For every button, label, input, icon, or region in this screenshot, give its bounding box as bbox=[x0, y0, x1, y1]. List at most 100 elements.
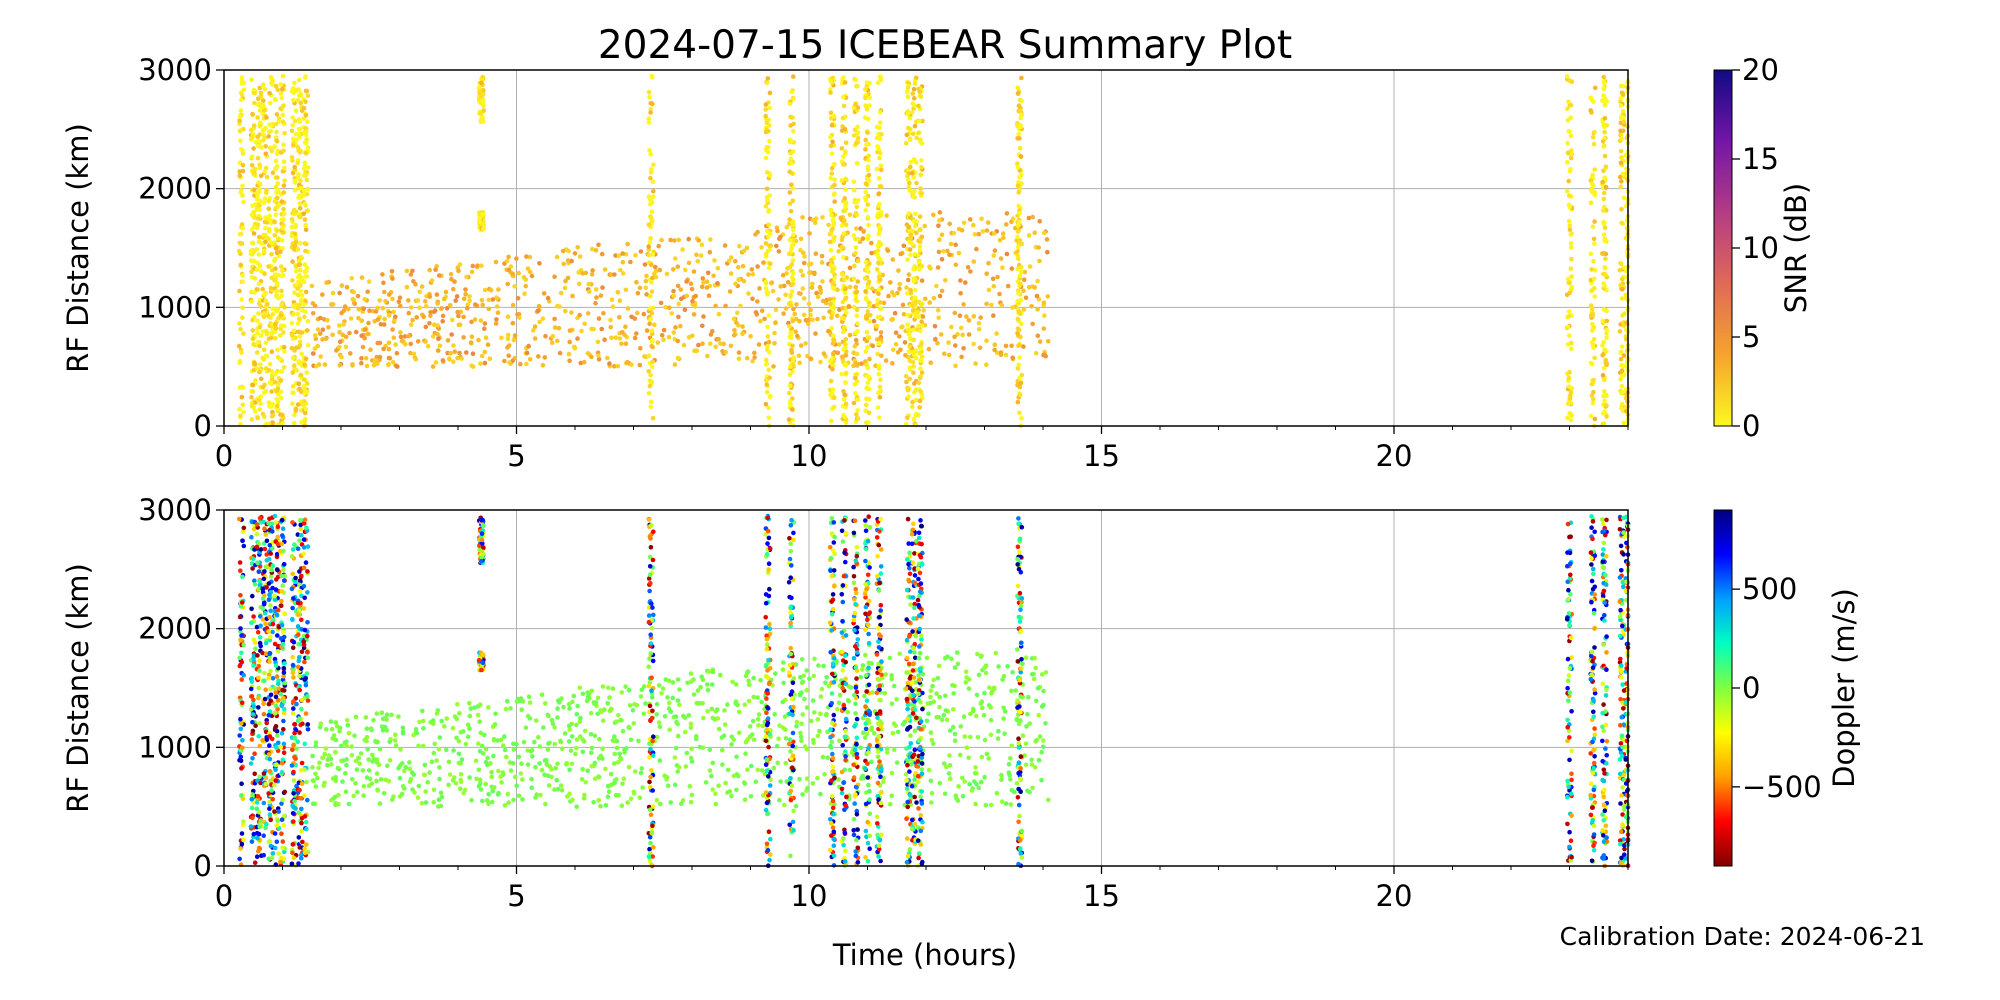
echo-point bbox=[1001, 705, 1006, 711]
echo-point bbox=[253, 139, 258, 145]
echo-point bbox=[911, 267, 916, 272]
echo-point bbox=[290, 86, 296, 91]
echo-point bbox=[485, 342, 491, 348]
echo-point bbox=[508, 768, 514, 773]
echo-point bbox=[749, 763, 754, 769]
echo-point bbox=[273, 272, 279, 278]
echo-point bbox=[788, 150, 793, 156]
echo-point bbox=[757, 286, 762, 291]
echo-point bbox=[1023, 655, 1029, 660]
echo-point bbox=[648, 175, 653, 181]
echo-point bbox=[819, 253, 825, 259]
echo-point bbox=[1569, 386, 1575, 391]
echo-point bbox=[939, 257, 945, 262]
echo-point bbox=[532, 336, 538, 341]
echo-point bbox=[1619, 401, 1625, 407]
echo-point bbox=[974, 713, 979, 719]
echo-point bbox=[1044, 237, 1050, 242]
echo-point bbox=[504, 754, 509, 760]
echo-point bbox=[974, 692, 980, 698]
echo-point bbox=[647, 293, 653, 299]
echo-point bbox=[843, 222, 849, 228]
echo-point bbox=[304, 177, 310, 183]
y-tick-label: 1000 bbox=[138, 290, 212, 324]
echo-point bbox=[1020, 661, 1025, 667]
echo-point bbox=[301, 166, 307, 172]
echo-point bbox=[250, 203, 255, 208]
echo-point bbox=[863, 208, 869, 213]
echo-point bbox=[851, 276, 857, 282]
echo-point bbox=[436, 273, 442, 278]
echo-point bbox=[580, 271, 585, 276]
echo-point bbox=[675, 733, 681, 739]
echo-point bbox=[572, 345, 578, 351]
echo-point bbox=[546, 741, 551, 746]
echo-point bbox=[762, 316, 767, 322]
echo-point bbox=[798, 343, 804, 348]
echo-point bbox=[364, 363, 370, 369]
echo-point bbox=[804, 776, 810, 781]
echo-point bbox=[341, 308, 347, 314]
echo-point bbox=[892, 747, 897, 752]
echo-point bbox=[457, 350, 462, 356]
echo-point bbox=[293, 268, 299, 274]
echo-point bbox=[914, 180, 919, 186]
echo-point bbox=[966, 755, 971, 761]
echo-point bbox=[713, 303, 718, 309]
echo-point bbox=[853, 245, 859, 250]
echo-point bbox=[1565, 106, 1570, 111]
echo-point bbox=[318, 354, 324, 359]
echo-point bbox=[716, 311, 722, 317]
echo-point bbox=[267, 100, 273, 106]
echo-point bbox=[566, 248, 571, 254]
echo-point bbox=[303, 356, 309, 362]
echo-point bbox=[1603, 361, 1608, 366]
echo-point bbox=[260, 385, 266, 390]
echo-point bbox=[781, 660, 786, 665]
echo-point bbox=[408, 305, 414, 310]
echo-point bbox=[949, 656, 954, 662]
echo-point bbox=[781, 680, 786, 686]
echo-point bbox=[829, 212, 834, 218]
echo-point bbox=[575, 245, 580, 250]
echo-point bbox=[482, 732, 487, 738]
echo-point bbox=[1005, 283, 1011, 289]
echo-point bbox=[569, 761, 575, 767]
echo-point bbox=[557, 304, 562, 309]
echo-point bbox=[801, 296, 807, 301]
echo-point bbox=[597, 736, 602, 742]
echo-point bbox=[1016, 219, 1022, 224]
echo-point bbox=[946, 352, 952, 358]
echo-point bbox=[563, 278, 568, 284]
echo-point bbox=[870, 343, 876, 349]
echo-point bbox=[256, 301, 262, 306]
echo-point bbox=[498, 774, 503, 779]
echo-point bbox=[866, 410, 872, 416]
echo-point bbox=[413, 356, 419, 362]
echo-point bbox=[240, 162, 246, 168]
echo-point bbox=[681, 713, 686, 719]
echo-point bbox=[671, 293, 676, 299]
echo-point bbox=[885, 248, 891, 253]
echo-point bbox=[678, 287, 684, 292]
echo-point bbox=[269, 414, 275, 419]
echo-point bbox=[552, 325, 558, 330]
echo-point bbox=[427, 321, 432, 326]
echo-point bbox=[836, 777, 841, 782]
echo-point bbox=[351, 793, 357, 799]
echo-point bbox=[340, 332, 346, 338]
echo-point bbox=[919, 234, 925, 240]
echo-point bbox=[252, 409, 258, 414]
echo-point bbox=[911, 364, 916, 369]
x-tick-label: 5 bbox=[507, 439, 525, 473]
echo-point bbox=[979, 754, 985, 760]
echo-point bbox=[1019, 264, 1024, 270]
echo-point bbox=[713, 709, 719, 714]
echo-point bbox=[407, 760, 412, 765]
echo-point bbox=[290, 401, 295, 406]
echo-point bbox=[843, 286, 848, 292]
echo-point bbox=[304, 119, 310, 124]
echo-point bbox=[258, 173, 264, 179]
echo-point bbox=[281, 148, 286, 154]
echo-point bbox=[545, 773, 551, 779]
